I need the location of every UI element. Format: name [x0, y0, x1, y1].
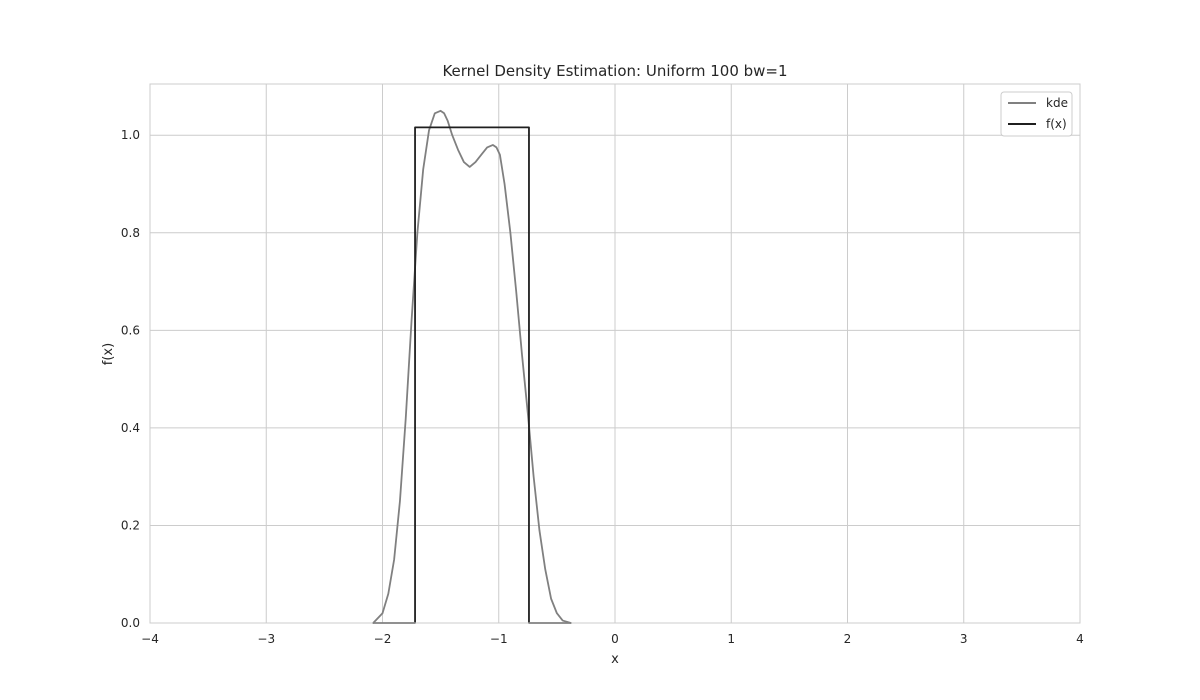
y-tick-label: 0.4: [121, 421, 140, 435]
x-tick-label: −3: [257, 632, 275, 646]
y-tick-label: 0.6: [121, 323, 140, 337]
y-tick-labels: 0.0 0.2 0.4 0.6 0.8 1.0: [121, 128, 140, 630]
y-axis-label: f(x): [101, 343, 116, 365]
y-tick-label: 0.2: [121, 518, 140, 532]
x-tick-label: 0: [611, 632, 619, 646]
x-tick-label: −4: [141, 632, 159, 646]
x-tick-label: −2: [374, 632, 392, 646]
x-tick-label: 1: [727, 632, 735, 646]
legend-label-kde: kde: [1046, 96, 1068, 110]
plot-frame: [149, 83, 1081, 624]
x-tick-label: 4: [1076, 632, 1084, 646]
x-tick-label: 3: [960, 632, 968, 646]
y-tick-label: 1.0: [121, 128, 140, 142]
legend: kde f(x): [1000, 91, 1073, 137]
chart-title: Kernel Density Estimation: Uniform 100 b…: [442, 62, 787, 80]
x-axis-label: x: [611, 652, 619, 667]
x-tick-label: 2: [844, 632, 852, 646]
series-line-kde: [372, 109, 572, 624]
x-tick-label: −1: [490, 632, 508, 646]
legend-label-fx: f(x): [1046, 117, 1067, 131]
x-tick-labels: −4 −3 −2 −1 0 1 2 3 4: [141, 632, 1084, 646]
y-tick-label: 0.0: [121, 616, 140, 630]
y-tick-label: 0.8: [121, 226, 140, 240]
